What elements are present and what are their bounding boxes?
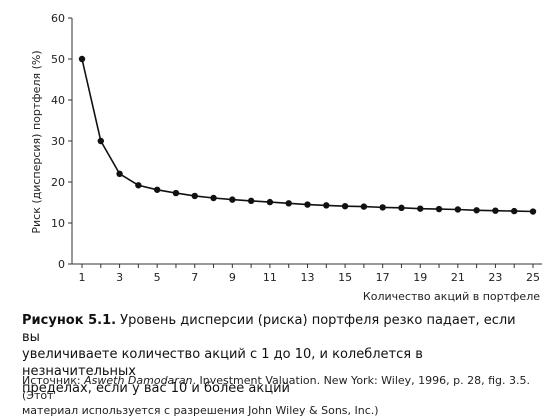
y-axis-title: Риск (дисперсия) портфеля (%) [30,50,43,233]
data-point [116,170,123,177]
x-tick-label: 23 [488,271,502,284]
source-line-2: материал используется с разрешения John … [22,404,379,417]
x-tick-label: 9 [229,271,236,284]
data-point [304,201,311,208]
x-tick-label: 17 [376,271,390,284]
chart-series [78,55,537,215]
x-tick-label: 13 [301,271,315,284]
y-tick-label: 20 [51,176,65,189]
data-point [529,208,537,215]
data-point [266,198,274,206]
data-point [417,205,424,212]
data-point [172,189,180,197]
caption-line-2: увеличиваете количество акций с 1 до 10,… [22,347,423,379]
y-tick-label: 0 [58,258,65,271]
source-author: Asweth Damodaran [84,374,193,387]
y-tick-label: 30 [51,135,65,148]
figure-caption: Рисунок 5.1. Уровень дисперсии (риска) п… [22,312,532,397]
data-point [379,204,386,211]
x-tick-label: 1 [79,271,86,284]
source-prefix: Источник: [22,374,85,387]
caption-line-3: пределах, если у вас 10 и более акций [22,381,290,396]
data-point [341,202,349,210]
data-point [511,207,518,215]
y-tick-label: 10 [51,217,65,230]
x-tick-label: 7 [191,271,198,284]
data-point [473,207,480,214]
y-tick-label: 60 [51,12,65,25]
figure-label: Рисунок 5.1. [22,313,117,328]
data-point [78,55,86,63]
data-point [191,192,198,200]
x-tick-label: 15 [338,271,352,284]
source-rest: . Investment Valuation. New York: Wiley,… [22,374,531,402]
y-tick-label: 50 [51,53,65,66]
data-point [360,203,368,210]
data-point [454,206,462,213]
x-tick-label: 3 [116,271,123,284]
data-point [398,204,405,212]
data-point [323,202,330,209]
series-line [81,58,534,213]
x-tick-label: 5 [154,271,161,284]
data-point [492,207,499,214]
x-tick-label: 21 [451,271,465,284]
caption-line-1: Уровень дисперсии (риска) портфеля резко… [22,313,516,345]
data-point [210,194,217,202]
data-point [97,137,104,145]
x-axis-title: Количество акций в портфеле [363,290,540,303]
data-point [247,197,255,205]
x-tick-label: 25 [526,271,540,284]
data-point [229,196,236,203]
data-point [135,182,142,189]
data-point [153,186,161,193]
data-point [285,200,292,207]
x-tick-label: 19 [413,271,427,284]
x-tick-label: 11 [263,271,277,284]
y-tick-label: 40 [51,94,65,107]
figure-source: Источник: Asweth Damodaran. Investment V… [22,373,542,418]
data-point [435,205,443,213]
